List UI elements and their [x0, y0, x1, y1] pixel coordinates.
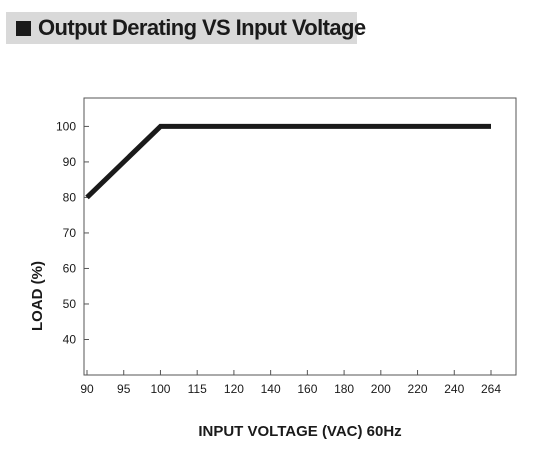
x-axis-ticks: 90 95 100 115 120 140 160 180 200 220 240 264: [80, 370, 501, 396]
x-tick-label: 220: [408, 382, 428, 396]
x-tick-label: 140: [261, 382, 281, 396]
y-tick-label: 70: [63, 226, 77, 240]
y-tick-label: 90: [63, 155, 77, 169]
plot-frame: [83, 97, 517, 376]
y-tick-label: 80: [63, 190, 77, 204]
y-tick-label: 60: [63, 261, 77, 275]
x-tick-label: 120: [224, 382, 244, 396]
x-tick-label: 115: [188, 382, 207, 396]
x-tick-label: 264: [481, 382, 501, 396]
x-tick-label: 240: [444, 382, 464, 396]
series-layer: [85, 123, 491, 200]
x-tick-label: 90: [80, 382, 94, 396]
chart-title: Output Derating VS Input Voltage: [38, 15, 366, 40]
x-tick-label: 100: [150, 382, 170, 396]
y-tick-label: 50: [63, 297, 77, 311]
title-bar: Output Derating VS Input Voltage: [6, 12, 366, 44]
y-tick-label: 40: [63, 332, 77, 346]
x-tick-label: 160: [297, 382, 317, 396]
y-tick-label: 100: [56, 119, 76, 133]
x-axis-title: INPUT VOLTAGE (VAC) 60Hz: [198, 423, 401, 440]
x-tick-label: 95: [117, 382, 131, 396]
y-axis-title: LOAD (%): [29, 261, 46, 331]
y-axis-ticks: 40 50 60 70 80 90 100: [56, 119, 89, 346]
x-tick-label: 200: [371, 382, 391, 396]
title-bullet-icon: [16, 21, 31, 36]
x-tick-label: 180: [334, 382, 354, 396]
derating-curve: [85, 123, 491, 200]
